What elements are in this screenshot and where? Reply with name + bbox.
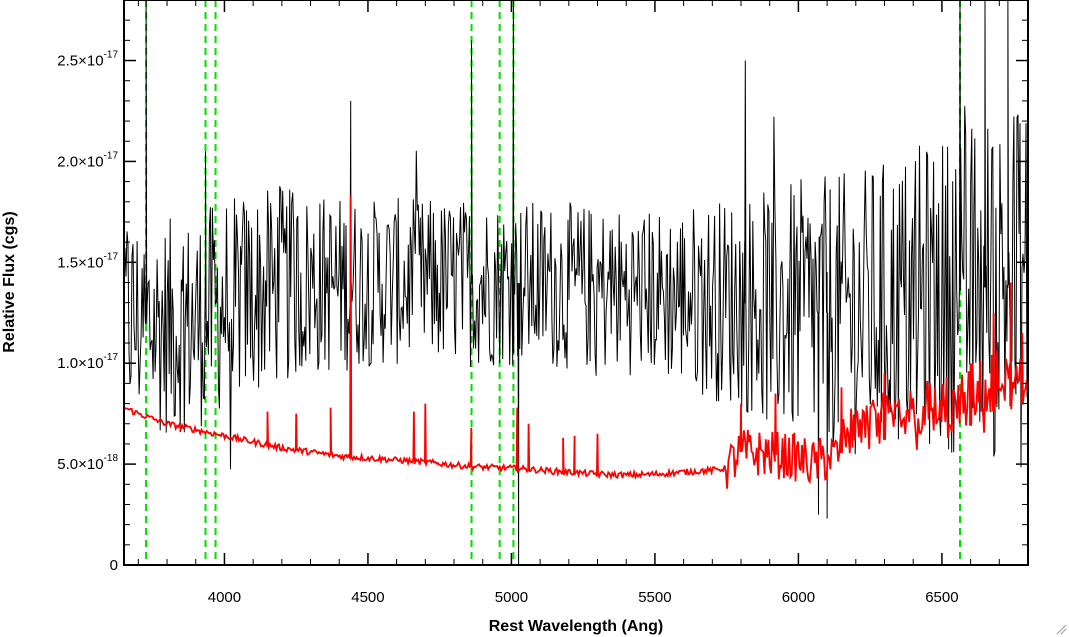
y-tick-label: 1.5×10-17 xyxy=(57,251,118,271)
series-black-line xyxy=(124,0,1028,565)
resize-grip-icon[interactable] xyxy=(1055,623,1067,635)
x-tick-label: 5500 xyxy=(638,589,671,606)
y-tick-label: 0 xyxy=(110,557,118,574)
y-tick-label: 1.0×10-17 xyxy=(57,352,118,372)
x-axis-title: Rest Wavelength (Ang) xyxy=(489,618,664,635)
x-tick-label: 6500 xyxy=(925,589,958,606)
series-layer xyxy=(124,0,1028,565)
plot-area xyxy=(124,0,1028,565)
x-tick-label: 4000 xyxy=(208,589,241,606)
y-axis: 0 5.0×10-18 1.0×10-17 1.5×10-17 2.0×10-17 2.5… xyxy=(57,19,1028,574)
series-red-line xyxy=(124,195,1028,489)
x-tick-label: 4500 xyxy=(351,589,384,606)
y-tick-label: 2.5×10-17 xyxy=(57,50,118,70)
x-tick-label: 6000 xyxy=(782,589,815,606)
x-tick-label: 5000 xyxy=(495,589,528,606)
y-tick-label: 5.0×10-18 xyxy=(57,453,118,473)
y-tick-label: 2.0×10-17 xyxy=(57,150,118,170)
y-axis-title: Relative Flux (cgs) xyxy=(1,211,18,352)
x-axis: 4000 4500 5000 5500 6000 6500 xyxy=(137,0,1029,606)
